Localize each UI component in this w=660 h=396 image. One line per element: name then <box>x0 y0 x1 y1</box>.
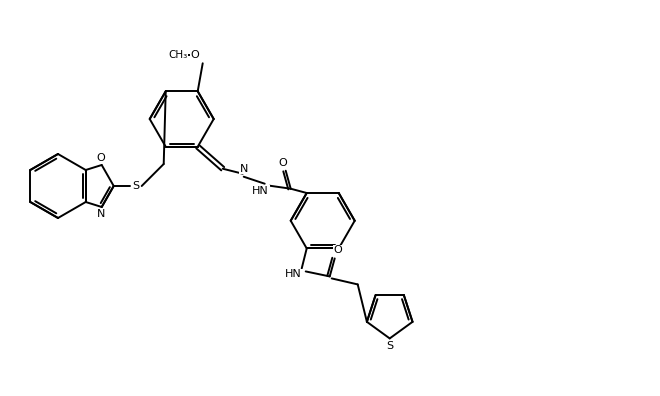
Text: N: N <box>240 164 248 174</box>
Text: O: O <box>333 246 342 255</box>
Text: O: O <box>279 158 287 168</box>
Text: HN: HN <box>252 186 269 196</box>
Text: N: N <box>96 209 105 219</box>
Text: O: O <box>190 50 199 60</box>
Text: CH₃: CH₃ <box>168 50 187 60</box>
Text: HN: HN <box>285 269 302 280</box>
Text: S: S <box>386 341 393 351</box>
Text: S: S <box>132 181 139 191</box>
Text: O: O <box>96 153 105 163</box>
